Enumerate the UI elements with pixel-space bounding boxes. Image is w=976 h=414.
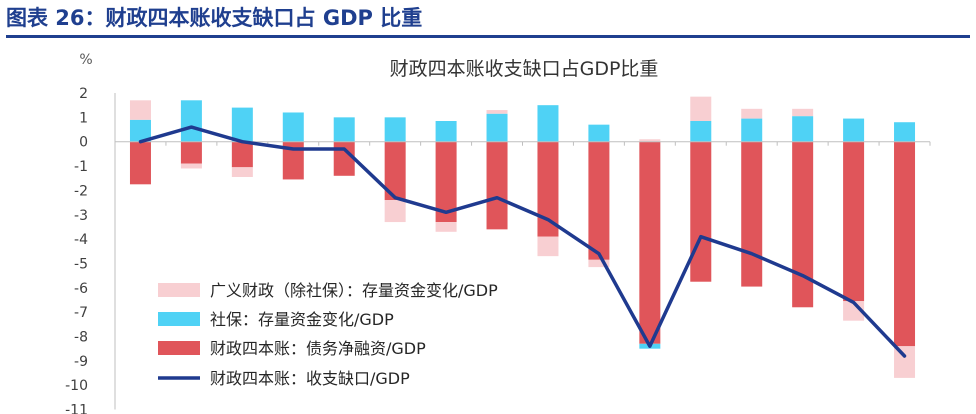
- y-tick-label: 0: [79, 135, 88, 151]
- legend-swatch: [158, 312, 200, 326]
- bar-segment: [741, 108, 763, 119]
- bar-segment: [180, 141, 202, 164]
- y-tick-label: -6: [74, 281, 88, 297]
- bar-segment: [435, 141, 457, 223]
- bar-segment: [690, 96, 712, 122]
- bar-segment: [537, 236, 559, 257]
- bar-segment: [435, 121, 457, 142]
- y-tick-label: -2: [74, 183, 88, 199]
- bar-segment: [384, 200, 406, 223]
- legend-label: 财政四本账：收支缺口/GDP: [210, 369, 410, 388]
- bar-segment: [486, 141, 508, 230]
- y-tick-label: -11: [65, 403, 88, 414]
- y-tick-label: -5: [74, 256, 88, 272]
- bar-segment: [639, 139, 661, 142]
- bar-segment: [792, 116, 814, 142]
- bar-segment: [792, 108, 814, 117]
- chart-title: 财政四本账收支缺口占GDP比重: [390, 58, 659, 80]
- bars: [129, 96, 916, 378]
- bar-segment: [486, 110, 508, 114]
- bar-segment: [537, 105, 559, 142]
- bar-segment: [282, 141, 304, 180]
- bar-segment: [333, 117, 355, 142]
- bar-segment: [180, 163, 202, 169]
- y-tick-label: 1: [79, 110, 88, 126]
- gap-line-layer: [138, 125, 907, 358]
- bar-segment: [894, 122, 916, 142]
- legend-swatch: [158, 341, 200, 355]
- bar-segment: [588, 141, 610, 260]
- y-tick-label: 2: [79, 86, 88, 102]
- bar-segment: [486, 113, 508, 142]
- y-tick-label: -1: [74, 159, 88, 175]
- figure-title: 图表 26：财政四本账收支缺口占 GDP 比重: [6, 6, 423, 30]
- legend-label: 广义财政（除社保）：存量资金变化/GDP: [210, 281, 498, 300]
- bar-segment: [282, 112, 304, 142]
- y-axis: 2 1 0 -1 -2 -3 -4 -5 -6 -7 -8 -9 -10 -11: [65, 86, 116, 414]
- title-divider: [6, 35, 970, 38]
- y-axis-label: %: [79, 52, 92, 68]
- bar-segment: [333, 141, 355, 176]
- y-tick-label: -7: [74, 305, 88, 321]
- y-tick-label: -3: [74, 208, 88, 224]
- bar-segment: [588, 124, 610, 142]
- bar-segment: [588, 259, 610, 268]
- legend-swatch: [158, 283, 200, 297]
- bar-segment: [690, 141, 712, 282]
- y-tick-label: -9: [74, 354, 88, 370]
- bar-segment: [231, 141, 253, 168]
- bar-segment: [690, 121, 712, 142]
- bar-segment: [894, 141, 916, 347]
- bar-segment: [129, 100, 151, 120]
- bar-segment: [639, 141, 661, 344]
- bar-segment: [180, 100, 202, 142]
- bar-segment: [894, 346, 916, 378]
- bar-segment: [792, 141, 814, 308]
- y-tick-label: -4: [74, 232, 88, 248]
- bar-segment: [129, 141, 151, 185]
- bar-segment: [537, 141, 559, 237]
- bar-segment: [384, 141, 406, 201]
- bar-segment: [384, 117, 406, 142]
- bar-segment: [843, 141, 865, 302]
- legend-label: 财政四本账：债务净融资/GDP: [210, 339, 426, 358]
- bar-segment: [741, 141, 763, 287]
- legend: 广义财政（除社保）：存量资金变化/GDP 社保：存量资金变化/GDP 财政四本账：债…: [158, 281, 498, 388]
- bar-segment: [741, 118, 763, 142]
- gap-line: [138, 125, 907, 358]
- bar-segment: [231, 107, 253, 142]
- y-tick-label: -8: [74, 330, 88, 346]
- bar-segment: [435, 222, 457, 232]
- legend-label: 社保：存量资金变化/GDP: [210, 310, 394, 329]
- bar-segment: [129, 119, 151, 142]
- bar-segment: [231, 167, 253, 178]
- y-tick-label: -10: [65, 378, 88, 394]
- bar-segment: [843, 118, 865, 142]
